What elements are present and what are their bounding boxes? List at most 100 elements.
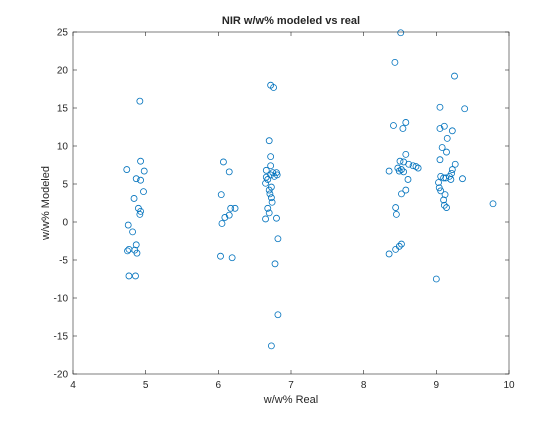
data-point: [123, 166, 131, 173]
x-axis-ticks: 4 5 6 7 8 9 10: [70, 32, 515, 391]
y-tick-label: 25: [57, 28, 69, 39]
x-tick-label: 8: [361, 380, 367, 391]
data-point: [440, 201, 448, 209]
data-point: [398, 166, 405, 173]
data-point: [432, 275, 440, 283]
data-point: [436, 125, 444, 132]
y-tick-label: 20: [57, 66, 69, 77]
data-point: [227, 204, 235, 212]
data-point: [404, 176, 412, 183]
data-point: [398, 190, 405, 198]
data-point: [271, 260, 279, 268]
data-point: [461, 105, 469, 113]
data-point: [136, 97, 144, 105]
data-point: [265, 186, 273, 194]
data-point: [451, 160, 459, 168]
data-point: [266, 190, 274, 198]
data-point: [262, 179, 269, 187]
data-point: [265, 137, 273, 145]
data-point: [274, 311, 282, 319]
data-point: [124, 221, 132, 229]
x-tick-label: 5: [143, 380, 149, 391]
data-point: [402, 186, 410, 194]
data-point: [217, 191, 225, 199]
data-point: [448, 166, 456, 173]
y-tick-label: 15: [57, 104, 69, 115]
y-tick-label: -15: [54, 332, 69, 343]
data-point: [440, 122, 448, 130]
data-point: [273, 214, 280, 222]
data-point: [436, 103, 444, 111]
x-axis-label: w/w% Real: [263, 394, 318, 406]
data-point: [140, 167, 148, 175]
data-point: [392, 204, 400, 211]
data-point: [267, 194, 275, 202]
data-point: [395, 167, 403, 175]
data-point: [437, 187, 445, 195]
data-point: [220, 158, 227, 166]
data-point: [435, 179, 442, 186]
data-point: [392, 210, 400, 218]
x-tick-label: 6: [216, 380, 222, 391]
data-point: [443, 134, 451, 142]
data-point: [267, 342, 275, 350]
data-point: [489, 200, 497, 208]
x-tick-label: 7: [288, 380, 294, 391]
data-point: [400, 168, 408, 176]
data-point: [129, 228, 136, 236]
data-point: [137, 157, 144, 165]
data-point: [442, 174, 450, 182]
data-point: [440, 174, 448, 182]
data-point: [264, 176, 272, 183]
data-point: [443, 204, 450, 211]
data-point: [397, 29, 405, 37]
data-point: [218, 220, 226, 227]
x-tick-label: 10: [503, 380, 515, 391]
data-point: [124, 247, 131, 255]
data-point: [262, 215, 269, 223]
data-point: [438, 144, 446, 151]
data-point: [270, 84, 277, 91]
data-point: [267, 162, 275, 170]
data-point: [396, 157, 404, 165]
y-tick-label: 10: [57, 142, 69, 153]
data-point: [459, 175, 466, 183]
plot-background: [73, 32, 509, 374]
data-point: [394, 164, 402, 172]
y-tick-label: -20: [54, 370, 69, 381]
data-point: [273, 171, 281, 179]
y-axis-ticks: -20 -15 -10 -5 0 5 10 15 20 25: [54, 28, 509, 381]
data-point: [125, 272, 133, 280]
data-point: [225, 168, 233, 176]
data-point: [274, 235, 282, 243]
y-tick-label: 0: [62, 218, 68, 229]
data-point: [225, 211, 233, 219]
data-point: [133, 249, 141, 257]
data-point: [443, 148, 450, 156]
data-point: [267, 153, 275, 161]
data-point: [405, 160, 413, 168]
y-tick-label: -10: [54, 294, 69, 305]
data-point: [264, 204, 272, 212]
data-point: [130, 195, 138, 202]
data-point: [262, 166, 270, 174]
data-point: [392, 245, 400, 253]
data-point: [390, 122, 397, 129]
data-point: [137, 207, 144, 215]
data-point: [268, 198, 276, 206]
y-axis-label: w/w% Modeled: [40, 166, 52, 241]
data-point: [137, 176, 144, 184]
data-point: [136, 210, 144, 218]
data-point: [269, 169, 277, 177]
data-point: [385, 250, 393, 258]
data-point: [228, 254, 236, 262]
x-tick-label: 4: [70, 380, 76, 391]
data-point: [447, 176, 455, 183]
data-point: [221, 214, 229, 221]
data-point: [391, 59, 399, 66]
data-point: [231, 204, 239, 212]
data-point: [451, 72, 458, 80]
data-point: [132, 175, 140, 183]
data-points: [123, 29, 497, 350]
